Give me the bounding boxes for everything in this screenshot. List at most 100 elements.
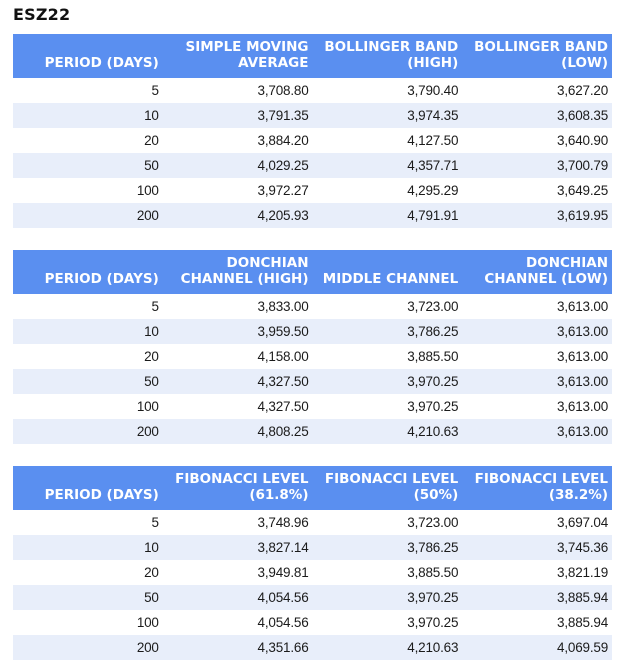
period-cell: 10 (13, 318, 163, 344)
value-cell: 4,210.63 (312, 418, 463, 444)
table-row: 200 4,808.25 4,210.63 3,613.00 (13, 418, 612, 444)
value-cell: 4,357.71 (312, 152, 463, 178)
header-cell-period: PERIOD (DAYS) (13, 34, 163, 78)
value-cell: 3,700.79 (462, 152, 612, 178)
table-row: 50 4,029.25 4,357.71 3,700.79 (13, 152, 612, 178)
table-header: PERIOD (DAYS) FIBONACCI LEVEL (61.8%) FIBON… (13, 465, 612, 510)
header-row: PERIOD (DAYS) SIMPLE MOVING AVERAGE BOLLING… (13, 34, 612, 78)
value-cell: 3,970.25 (312, 609, 463, 635)
value-cell: 3,640.90 (462, 127, 612, 153)
table-row: 100 4,054.56 3,970.25 3,885.94 (13, 609, 612, 635)
data-table-1: PERIOD (DAYS) SIMPLE MOVING AVERAGE BOLLING… (13, 34, 612, 228)
period-cell: 20 (13, 127, 163, 153)
value-cell: 3,613.00 (462, 368, 612, 394)
period-cell: 200 (13, 202, 163, 228)
period-cell: 100 (13, 177, 163, 203)
table-row: 10 3,791.35 3,974.35 3,608.35 (13, 102, 612, 128)
period-cell: 5 (13, 509, 163, 535)
period-cell: 200 (13, 418, 163, 444)
value-cell: 3,884.20 (162, 127, 313, 153)
table-row: 5 3,708.80 3,790.40 3,627.20 (13, 77, 612, 103)
header-cell: DONCHIAN CHANNEL (HIGH) (162, 249, 313, 294)
header-cell: FIBONACCI LEVEL (61.8%) (162, 465, 313, 510)
value-cell: 3,627.20 (462, 77, 612, 103)
table-row: 5 3,748.96 3,723.00 3,697.04 (13, 509, 612, 535)
value-cell: 3,708.80 (162, 77, 313, 103)
value-cell: 3,974.35 (312, 102, 463, 128)
header-cell: FIBONACCI LEVEL (38.2%) (462, 465, 612, 510)
table-row: 50 4,054.56 3,970.25 3,885.94 (13, 584, 612, 610)
table-row: 100 4,327.50 3,970.25 3,613.00 (13, 393, 612, 419)
value-cell: 4,069.59 (462, 634, 612, 660)
value-cell: 3,748.96 (162, 509, 313, 535)
value-cell: 3,613.00 (462, 293, 612, 319)
value-cell: 4,205.93 (162, 202, 313, 228)
value-cell: 4,351.66 (162, 634, 313, 660)
table-row: 20 4,158.00 3,885.50 3,613.00 (13, 343, 612, 369)
table-row: 100 3,972.27 4,295.29 3,649.25 (13, 177, 612, 203)
value-cell: 3,885.50 (312, 343, 463, 369)
table-body: 5 3,708.80 3,790.40 3,627.20 10 3,791.35 3,974… (13, 77, 612, 228)
table-row: 10 3,827.14 3,786.25 3,745.36 (13, 534, 612, 560)
value-cell: 3,613.00 (462, 418, 612, 444)
value-cell: 3,608.35 (462, 102, 612, 128)
period-cell: 10 (13, 534, 163, 560)
value-cell: 3,970.25 (312, 368, 463, 394)
tables-container: PERIOD (DAYS) SIMPLE MOVING AVERAGE BOLLING… (13, 34, 612, 660)
table-body: 5 3,748.96 3,723.00 3,697.04 10 3,827.14 3,786… (13, 509, 612, 660)
value-cell: 3,972.27 (162, 177, 313, 203)
period-cell: 5 (13, 293, 163, 319)
value-cell: 4,210.63 (312, 634, 463, 660)
value-cell: 3,613.00 (462, 343, 612, 369)
table-row: 50 4,327.50 3,970.25 3,613.00 (13, 368, 612, 394)
header-cell: BOLLINGER BAND (LOW) (462, 34, 612, 78)
table-header: PERIOD (DAYS) SIMPLE MOVING AVERAGE BOLLING… (13, 34, 612, 78)
header-cell: DONCHIAN CHANNEL (LOW) (462, 249, 612, 294)
header-row: PERIOD (DAYS) DONCHIAN CHANNEL (HIGH) MIDDL… (13, 249, 612, 294)
header-cell-period: PERIOD (DAYS) (13, 465, 163, 510)
table-row: 20 3,884.20 4,127.50 3,640.90 (13, 127, 612, 153)
value-cell: 4,127.50 (312, 127, 463, 153)
data-table-3: PERIOD (DAYS) FIBONACCI LEVEL (61.8%) FIBON… (13, 465, 612, 660)
header-cell: FIBONACCI LEVEL (50%) (312, 465, 463, 510)
period-cell: 50 (13, 368, 163, 394)
table-row: 5 3,833.00 3,723.00 3,613.00 (13, 293, 612, 319)
value-cell: 4,791.91 (312, 202, 463, 228)
period-cell: 100 (13, 609, 163, 635)
value-cell: 3,723.00 (312, 509, 463, 535)
header-row: PERIOD (DAYS) FIBONACCI LEVEL (61.8%) FIBON… (13, 465, 612, 510)
header-cell: MIDDLE CHANNEL (312, 249, 463, 294)
period-cell: 20 (13, 343, 163, 369)
period-cell: 5 (13, 77, 163, 103)
value-cell: 4,054.56 (162, 584, 313, 610)
value-cell: 3,885.50 (312, 559, 463, 585)
value-cell: 3,970.25 (312, 393, 463, 419)
header-cell: BOLLINGER BAND (HIGH) (312, 34, 463, 78)
value-cell: 4,029.25 (162, 152, 313, 178)
table-header: PERIOD (DAYS) DONCHIAN CHANNEL (HIGH) MIDDL… (13, 249, 612, 294)
value-cell: 4,327.50 (162, 393, 313, 419)
value-cell: 3,745.36 (462, 534, 612, 560)
table-body: 5 3,833.00 3,723.00 3,613.00 10 3,959.50 3,786… (13, 293, 612, 444)
period-cell: 50 (13, 152, 163, 178)
value-cell: 3,949.81 (162, 559, 313, 585)
value-cell: 3,786.25 (312, 318, 463, 344)
table-row: 10 3,959.50 3,786.25 3,613.00 (13, 318, 612, 344)
value-cell: 3,970.25 (312, 584, 463, 610)
value-cell: 3,885.94 (462, 584, 612, 610)
period-cell: 100 (13, 393, 163, 419)
value-cell: 3,613.00 (462, 318, 612, 344)
value-cell: 4,808.25 (162, 418, 313, 444)
value-cell: 3,827.14 (162, 534, 313, 560)
value-cell: 3,833.00 (162, 293, 313, 319)
table-row: 200 4,205.93 4,791.91 3,619.95 (13, 202, 612, 228)
table-row: 20 3,949.81 3,885.50 3,821.19 (13, 559, 612, 585)
value-cell: 3,697.04 (462, 509, 612, 535)
value-cell: 3,959.50 (162, 318, 313, 344)
period-cell: 50 (13, 584, 163, 610)
value-cell: 4,327.50 (162, 368, 313, 394)
header-cell: SIMPLE MOVING AVERAGE (162, 34, 313, 78)
value-cell: 4,295.29 (312, 177, 463, 203)
header-cell-period: PERIOD (DAYS) (13, 249, 163, 294)
data-table-2: PERIOD (DAYS) DONCHIAN CHANNEL (HIGH) MIDDL… (13, 249, 612, 444)
